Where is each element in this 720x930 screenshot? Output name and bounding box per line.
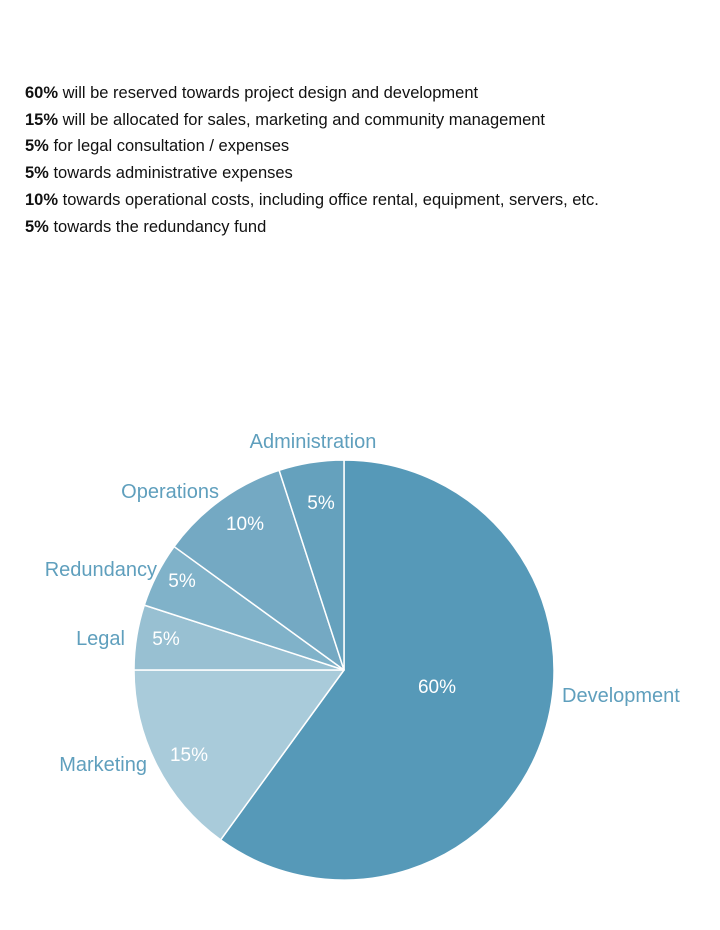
allocation-amount: 60% (25, 84, 59, 102)
slice-percent-label-development: 60% (418, 677, 456, 698)
slice-name-label-development: Development (562, 685, 680, 707)
slice-percent-label-legal: 5% (152, 629, 180, 650)
slice-percent-label-redundancy: 5% (168, 571, 196, 592)
allocation-amount: 5% (25, 137, 49, 156)
allocation-line-redundancy: 5% towards the redundancy fund (25, 214, 599, 241)
pie-slice-development (219, 459, 555, 881)
allocation-description: will be reserved towards project design … (58, 84, 479, 102)
allocation-line-marketing: 15% will be allocated for sales, marketi… (25, 107, 599, 134)
pie-slice-marketing (133, 669, 345, 841)
slice-name-label-redundancy: Redundancy (45, 559, 157, 581)
allocation-description: will be allocated for sales, marketing a… (58, 110, 546, 129)
allocation-description: towards administrative expenses (48, 164, 293, 183)
allocation-line-legal: 5% for legal consultation / expenses (25, 133, 599, 160)
allocation-line-administration: 5% towards administrative expenses (25, 160, 599, 187)
slice-percent-label-marketing: 15% (170, 745, 208, 766)
allocation-line-development: 60% will be reserved towards project des… (25, 80, 599, 107)
pie-slices (133, 459, 555, 881)
slice-name-label-administration: Administration (250, 431, 377, 453)
allocation-amount: 15% (25, 110, 59, 129)
slice-name-label-marketing: Marketing (59, 754, 147, 776)
allocation-amount: 10% (25, 190, 59, 209)
slice-percent-label-administration: 5% (307, 493, 335, 514)
slice-name-label-operations: Operations (121, 481, 219, 503)
pie-labels: Development 60% Marketing 15% Legal 5% Redunda… (45, 431, 681, 776)
slice-name-label-legal: Legal (76, 628, 125, 650)
allocation-description: towards the redundancy fund (48, 217, 267, 236)
pie-slice-administration (278, 459, 345, 671)
pie-slice-operations (173, 469, 345, 671)
allocation-description: towards operational costs, including off… (58, 190, 599, 209)
allocation-description: for legal consultation / expenses (48, 137, 290, 156)
allocation-line-operations: 10% towards operational costs, including… (25, 187, 599, 214)
allocation-amount: 5% (25, 217, 49, 236)
allocation-amount: 5% (25, 164, 49, 183)
slice-percent-label-operations: 10% (226, 514, 264, 535)
allocation-list: 60% will be reserved towards project des… (25, 80, 599, 240)
